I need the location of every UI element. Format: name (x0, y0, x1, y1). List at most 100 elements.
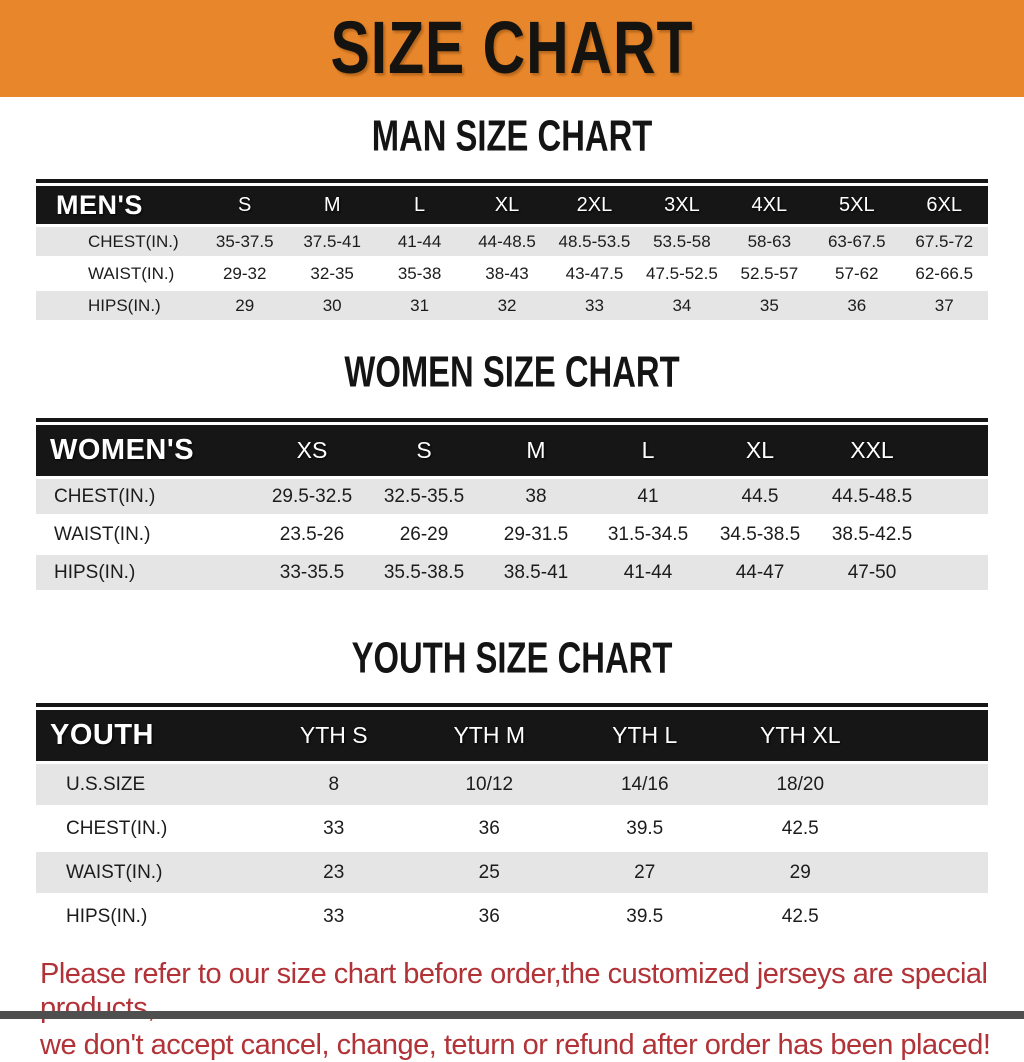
size-column-header: 4XL (751, 193, 788, 216)
table-top-rule (36, 703, 988, 707)
women-section-heading: WOMEN SIZE CHART (344, 347, 680, 397)
size-value-cell: 36 (847, 295, 867, 315)
size-value-cell: 34.5-38.5 (719, 523, 801, 545)
table-title-cell: MEN'S (56, 189, 143, 220)
size-column-header: L (414, 193, 426, 216)
section-men: MAN SIZE CHART MEN'S S M L XL 2XL 3XL 4XL 5XL 6XL… (0, 111, 1024, 320)
size-value-cell: 35.5-38.5 (383, 561, 465, 583)
table-row: WAIST(IN.) 29-32 32-35 35-38 38-43 43-47.5 47.… (36, 259, 988, 288)
size-value-cell: 52.5-57 (740, 263, 799, 283)
size-value-cell: 48.5-53.5 (558, 231, 631, 251)
footer-note: Please refer to our size chart before or… (40, 957, 1024, 1062)
size-value-cell: 32.5-35.5 (383, 485, 465, 507)
size-value-cell: 39.5 (626, 817, 664, 839)
table-header-row: MEN'S S M L XL 2XL 3XL 4XL 5XL 6XL (36, 186, 988, 224)
size-column-header: 3XL (664, 193, 700, 216)
size-column-header: XL (494, 193, 520, 216)
size-column-header: M (323, 193, 341, 216)
size-column-header: S (416, 437, 432, 463)
women-size-table: WOMEN'S XS S M L XL XXL CHEST(IN.) 29.5-32.5 32.5… (36, 418, 988, 590)
size-value-cell: 41-44 (397, 231, 442, 251)
row-label-cell: HIPS(IN.) (66, 905, 148, 927)
section-youth: YOUTH SIZE CHART YOUTH YTH S YTH M YTH L YTH… (0, 633, 1024, 937)
size-value-cell: 29 (235, 295, 255, 315)
table-top-rule (36, 418, 988, 422)
size-value-cell: 25 (478, 861, 500, 883)
size-value-cell: 23 (323, 861, 345, 883)
table-row: WAIST(IN.) 23.5-26 26-29 29-31.5 31.5-34.5 34… (36, 517, 988, 552)
row-label-cell: HIPS(IN.) (54, 561, 136, 583)
size-value-cell: 8 (328, 773, 340, 795)
size-value-cell: 32-35 (310, 263, 354, 283)
youth-size-table: YOUTH YTH S YTH M YTH L YTH XL U.S.SIZE 8 10/12… (36, 703, 988, 937)
size-value-cell: 44.5 (741, 485, 779, 507)
size-value-cell: 67.5-72 (915, 231, 974, 251)
size-value-cell: 38-43 (485, 263, 529, 283)
men-section-heading: MAN SIZE CHART (371, 111, 653, 161)
table-row: CHEST(IN.) 33 36 39.5 42.5 (36, 808, 988, 849)
size-value-cell: 44-47 (735, 561, 785, 583)
size-value-cell: 41 (637, 485, 659, 507)
size-value-cell: 37 (934, 295, 954, 315)
size-value-cell: 37.5-41 (303, 231, 361, 251)
size-value-cell: 36 (478, 817, 500, 839)
youth-section-heading: YOUTH SIZE CHART (351, 633, 673, 683)
size-value-cell: 30 (322, 295, 342, 315)
size-value-cell: 29.5-32.5 (271, 485, 353, 507)
size-value-cell: 42.5 (781, 817, 819, 839)
size-value-cell: 38.5-42.5 (831, 523, 913, 545)
footer-note-line-2: we don't accept cancel, change, teturn o… (40, 1029, 991, 1061)
size-column-header: XXL (850, 437, 894, 463)
size-value-cell: 33-35.5 (279, 561, 345, 583)
size-value-cell: 58-63 (747, 231, 792, 251)
size-column-header: 2XL (576, 193, 613, 216)
size-value-cell: 57-62 (835, 263, 879, 283)
size-chart-banner: SIZE CHART (0, 0, 1024, 97)
men-size-table: MEN'S S M L XL 2XL 3XL 4XL 5XL 6XL CHEST(IN.) 35-37… (36, 179, 988, 320)
size-value-cell: 38 (525, 485, 547, 507)
table-row: CHEST(IN.) 35-37.5 37.5-41 41-44 44-48.5 48.5… (36, 227, 988, 256)
table-row: CHEST(IN.) 29.5-32.5 32.5-35.5 38 41 44.5 44.5… (36, 479, 988, 514)
size-column-header: M (526, 437, 546, 463)
table-row: HIPS(IN.) 33-35.5 35.5-38.5 38.5-41 41-44 44-… (36, 555, 988, 590)
size-value-cell: 42.5 (781, 905, 819, 927)
size-value-cell: 29 (789, 861, 811, 883)
size-value-cell: 33 (323, 817, 345, 839)
table-title-cell: YOUTH (50, 719, 154, 751)
footer-note-line-1: Please refer to our size chart before or… (40, 958, 988, 1024)
size-value-cell: 36 (478, 905, 500, 927)
size-value-cell: 43-47.5 (565, 263, 624, 283)
size-column-header: YTH XL (759, 722, 841, 748)
page-title: SIZE CHART (330, 7, 694, 90)
size-value-cell: 63-67.5 (827, 231, 886, 251)
row-label-cell: WAIST(IN.) (88, 263, 175, 283)
size-value-cell: 44-48.5 (478, 231, 536, 251)
table-top-rule (36, 179, 988, 183)
size-column-header: L (641, 437, 655, 463)
table-title-cell: WOMEN'S (50, 434, 195, 466)
table-header-row: WOMEN'S XS S M L XL XXL (36, 425, 988, 476)
table-header-row: YOUTH YTH S YTH M YTH L YTH XL (36, 710, 988, 761)
size-column-header: XL (745, 437, 775, 463)
size-value-cell: 10/12 (465, 773, 514, 795)
size-value-cell: 27 (634, 861, 656, 883)
size-value-cell: 38.5-41 (503, 561, 569, 583)
size-value-cell: 34 (672, 295, 692, 315)
size-value-cell: 33 (585, 295, 604, 315)
size-value-cell: 31 (410, 295, 430, 315)
size-value-cell: 41-44 (623, 561, 673, 583)
row-label-cell: CHEST(IN.) (88, 231, 179, 251)
section-women: WOMEN SIZE CHART WOMEN'S XS S M L XL XXL CHEST(… (0, 347, 1024, 590)
row-label-cell: WAIST(IN.) (66, 861, 163, 883)
bottom-bar (0, 1011, 1024, 1019)
size-value-cell: 32 (497, 295, 517, 315)
table-row: HIPS(IN.) 29 30 31 32 33 34 35 36 37 (36, 291, 988, 320)
size-column-header: YTH M (453, 722, 526, 748)
row-label-cell: HIPS(IN.) (88, 295, 161, 315)
size-value-cell: 35 (759, 295, 779, 315)
size-column-header: 5XL (838, 193, 875, 216)
table-row: WAIST(IN.) 23 25 27 29 (36, 852, 988, 893)
size-column-header: YTH S (299, 722, 368, 748)
size-value-cell: 44.5-48.5 (831, 485, 913, 507)
